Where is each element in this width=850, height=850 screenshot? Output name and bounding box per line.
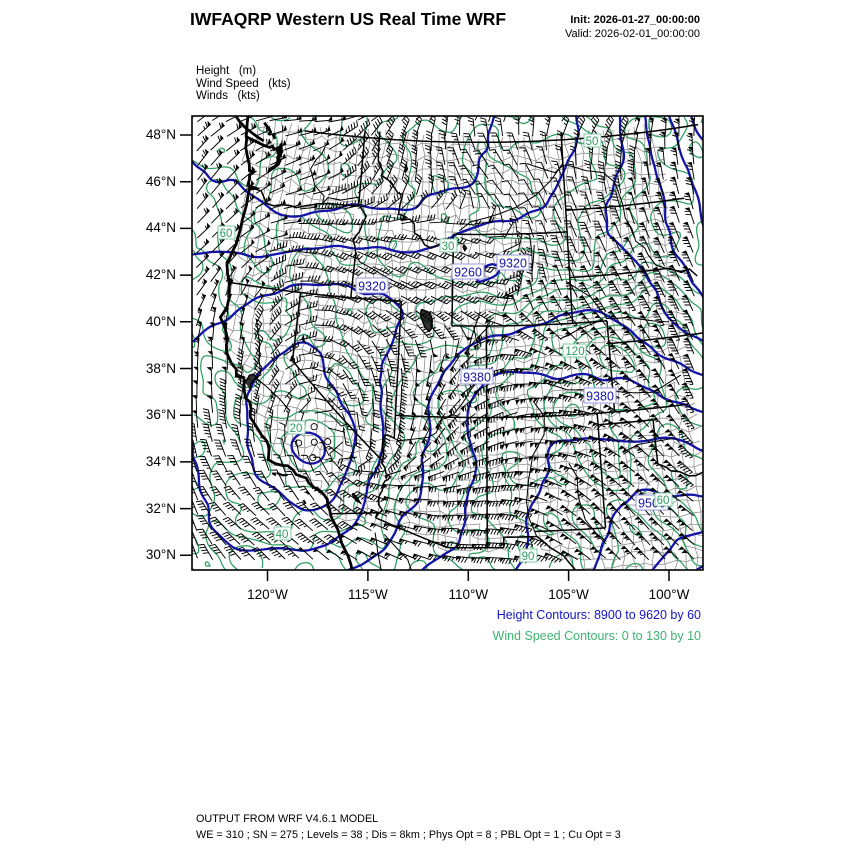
svg-text:60: 60	[657, 495, 670, 507]
svg-text:9320: 9320	[358, 280, 386, 294]
svg-text:9380: 9380	[586, 390, 614, 404]
svg-text:9380: 9380	[463, 371, 491, 385]
svg-text:30: 30	[442, 241, 455, 253]
svg-text:9320: 9320	[499, 257, 527, 271]
svg-text:50: 50	[586, 136, 599, 148]
svg-text:120: 120	[565, 346, 584, 358]
svg-text:20: 20	[290, 423, 303, 435]
svg-text:40: 40	[276, 529, 289, 541]
svg-text:90: 90	[522, 551, 535, 563]
svg-text:9260: 9260	[454, 266, 482, 280]
svg-text:60: 60	[220, 228, 233, 240]
